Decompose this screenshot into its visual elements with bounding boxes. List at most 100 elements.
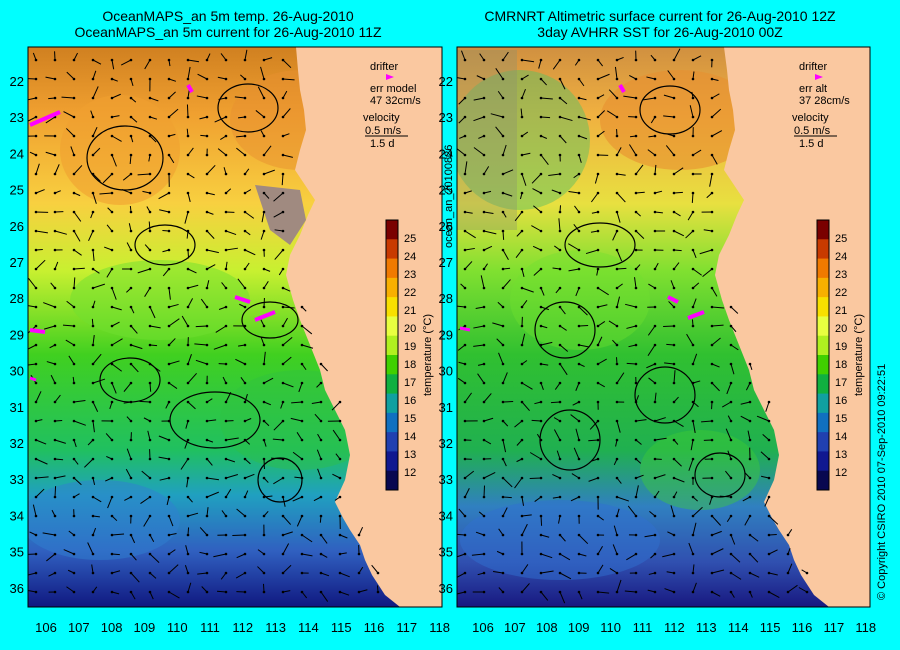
current-vector <box>568 268 580 272</box>
current-vector <box>473 97 485 101</box>
current-vector <box>709 173 713 187</box>
current-vector <box>281 173 284 186</box>
current-vector <box>740 401 751 405</box>
current-vector <box>339 534 348 539</box>
current-vector <box>301 325 313 335</box>
current-vector <box>168 91 176 99</box>
left-map-panel <box>28 47 442 607</box>
current-vector-origin <box>262 533 266 537</box>
current-vector-origin <box>577 381 581 385</box>
current-vector <box>273 192 284 202</box>
current-vector <box>168 108 179 118</box>
current-vector-origin <box>281 400 285 404</box>
current-vector <box>282 317 288 327</box>
current-vector <box>141 470 151 479</box>
current-vector <box>149 553 160 564</box>
current-vector <box>540 154 549 165</box>
current-vector-origin <box>615 115 619 119</box>
current-vector-origin <box>186 210 190 214</box>
current-vector-origin <box>520 381 524 385</box>
current-vector-origin <box>319 571 323 575</box>
current-vector <box>502 458 507 467</box>
current-vector-origin <box>262 343 266 347</box>
current-vector-origin <box>72 514 76 518</box>
current-vector-origin <box>653 229 657 233</box>
current-vector-origin <box>482 571 486 575</box>
current-vector <box>597 358 607 365</box>
current-vector <box>760 451 770 460</box>
current-vector <box>220 572 227 580</box>
current-vector-origin <box>205 77 209 81</box>
current-vector-origin <box>243 343 247 347</box>
current-vector-origin <box>482 77 486 81</box>
current-vector <box>553 429 561 441</box>
current-vector <box>740 415 751 422</box>
current-vector <box>664 588 675 593</box>
current-vector <box>533 268 542 276</box>
current-vector <box>556 450 561 460</box>
current-vector-origin <box>243 552 247 556</box>
current-vector <box>616 211 621 223</box>
current-vector <box>236 147 246 156</box>
current-vector-origin <box>691 552 695 556</box>
current-vector-origin <box>205 571 209 575</box>
current-vector <box>559 116 573 122</box>
right-eddy-streamlines <box>534 85 746 498</box>
current-vector-origin <box>691 590 695 594</box>
current-vector-origin <box>729 343 733 347</box>
colorbar-segment <box>817 316 829 337</box>
colorbar-tick-label: 13 <box>835 449 847 461</box>
current-vector-origin <box>463 153 467 157</box>
current-vector <box>673 420 684 428</box>
current-vector <box>540 116 551 119</box>
left-land-mudflats <box>255 185 306 245</box>
current-vector-origin <box>691 210 695 214</box>
current-vector-origin <box>634 96 638 100</box>
current-vector <box>206 164 216 175</box>
current-vector-origin <box>72 476 76 480</box>
current-vector-origin <box>767 495 771 499</box>
current-vector <box>92 147 101 156</box>
current-vector <box>457 305 466 308</box>
current-vector <box>483 417 494 422</box>
current-vector-origin <box>558 362 562 366</box>
current-vector-origin <box>262 457 266 461</box>
current-vector-origin <box>34 115 38 119</box>
current-vector <box>73 277 76 289</box>
current-vector-origin <box>110 476 114 480</box>
current-vector-origin <box>748 495 752 499</box>
colorbar-tick-label: 18 <box>835 359 847 371</box>
longitude-label: 108 <box>536 620 558 635</box>
current-vector <box>673 191 683 194</box>
current-vector-origin <box>72 286 76 290</box>
current-vector-origin <box>300 305 304 309</box>
current-vector <box>92 283 106 289</box>
current-vector <box>73 267 85 270</box>
current-vector <box>559 572 572 580</box>
current-vector-origin <box>224 571 228 575</box>
current-vector-origin <box>34 400 38 404</box>
current-vector <box>756 415 770 422</box>
right-legend-err-value: 37 28cm/s <box>799 95 850 107</box>
left-legend-err-label: err model <box>370 83 416 95</box>
current-vector-origin <box>482 191 486 195</box>
colorbar-segment <box>817 258 829 279</box>
current-vector-origin <box>501 58 505 62</box>
current-vector-origin <box>748 400 752 404</box>
current-vector-origin <box>615 172 619 176</box>
current-vector-origin <box>91 286 95 290</box>
current-vector <box>692 55 702 61</box>
current-vector <box>711 515 722 526</box>
current-vector-origin <box>224 590 228 594</box>
drifter-track <box>687 310 705 320</box>
current-vector-origin <box>710 115 714 119</box>
current-vector <box>62 324 75 327</box>
latitude-label: 29 <box>439 327 453 342</box>
current-vector <box>263 57 273 61</box>
current-vector-origin <box>224 305 228 309</box>
current-vector <box>635 164 644 175</box>
current-vector-origin <box>53 229 57 233</box>
current-vector-origin <box>672 514 676 518</box>
current-vector-origin <box>558 191 562 195</box>
current-vector-origin <box>300 590 304 594</box>
